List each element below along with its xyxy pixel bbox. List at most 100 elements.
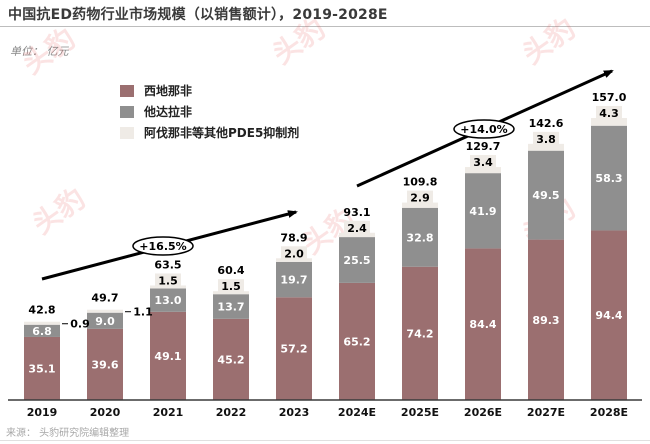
title-divider xyxy=(0,26,650,27)
x-tick-label: 2022 xyxy=(216,406,247,419)
value-label-box xyxy=(533,131,559,146)
bar-segment-tadalafil xyxy=(276,261,312,298)
bar-segment-other-pde5 xyxy=(402,202,438,208)
bar-segment-sildenafil xyxy=(213,318,249,400)
value-label-tadalafil: 9.0 xyxy=(95,315,115,328)
value-label-tadalafil: 13.0 xyxy=(154,294,181,307)
total-label: 157.0 xyxy=(592,91,627,104)
legend-item-tadalafil: 他达拉非 xyxy=(120,101,299,122)
value-label-other-pde5: 1.5 xyxy=(221,280,241,293)
value-label-tadalafil: 25.5 xyxy=(343,254,370,267)
legend-swatch xyxy=(120,105,134,118)
value-label-box xyxy=(344,220,370,235)
bar-segment-sildenafil xyxy=(24,336,60,400)
x-tick-label: 2024E xyxy=(338,406,376,419)
value-label-box xyxy=(470,155,496,170)
total-label: 42.8 xyxy=(28,304,55,317)
value-label-tadalafil: 13.7 xyxy=(217,301,244,314)
value-label-sildenafil: 65.2 xyxy=(343,335,370,348)
bar-segment-tadalafil xyxy=(150,288,186,312)
value-label-sildenafil: 89.3 xyxy=(532,314,559,327)
x-tick-label: 2025E xyxy=(401,406,439,419)
cagr-ellipse xyxy=(132,236,194,256)
bar-segment-sildenafil xyxy=(465,248,501,400)
legend-label: 他达拉非 xyxy=(144,105,193,119)
value-label-other-pde5: 1.1 xyxy=(133,306,153,319)
bar-segment-sildenafil xyxy=(402,266,438,400)
legend: 西地那非 他达拉非 阿伐那非等其他PDE5抑制剂 xyxy=(120,80,299,143)
value-label-sildenafil: 74.2 xyxy=(406,327,433,340)
value-label-sildenafil: 84.4 xyxy=(469,318,496,331)
value-label-tadalafil: 41.9 xyxy=(469,205,496,218)
total-label: 63.5 xyxy=(154,258,181,271)
value-label-other-pde5: 3.4 xyxy=(473,156,493,169)
bar-segment-sildenafil xyxy=(276,297,312,400)
labels-group: 35.1 6.8 0.9 42.8 2019 39.6 9.0 1.1 49.7 2020 49.1… xyxy=(27,91,628,419)
footer-divider xyxy=(0,440,650,441)
bar-segment-tadalafil xyxy=(87,312,123,329)
unit-label: 单位： 亿元 xyxy=(10,45,69,58)
total-label: 60.4 xyxy=(217,264,244,277)
bar-segment-sildenafil xyxy=(591,230,627,400)
value-label-other-pde5: 0.9 xyxy=(70,318,90,331)
bar-segment-other-pde5 xyxy=(87,309,123,313)
total-label: 142.6 xyxy=(529,117,564,130)
bar-segment-sildenafil xyxy=(339,282,375,400)
total-label: 109.8 xyxy=(403,176,438,189)
value-label-box xyxy=(281,246,307,261)
value-label-other-pde5: 1.5 xyxy=(158,274,178,287)
x-tick-label: 2026E xyxy=(464,406,502,419)
cagr-label: +16.5% xyxy=(139,240,186,253)
x-tick-label: 2019 xyxy=(27,406,58,419)
value-label-other-pde5: 3.8 xyxy=(536,133,556,146)
value-label-sildenafil: 45.2 xyxy=(217,353,244,366)
legend-swatch xyxy=(120,84,134,97)
value-label-tadalafil: 58.3 xyxy=(595,172,622,185)
legend-label: 西地那非 xyxy=(144,84,193,98)
x-tick-label: 2023 xyxy=(279,406,310,419)
value-label-sildenafil: 49.1 xyxy=(154,350,181,363)
bar-segment-other-pde5 xyxy=(339,232,375,238)
value-label-tadalafil: 49.5 xyxy=(532,189,559,202)
bar-segment-other-pde5 xyxy=(591,118,627,126)
chart-title: 中国抗ED药物行业市场规模（以销售额计），2019-2028E xyxy=(8,7,388,23)
legend-item-other-pde5: 阿伐那非等其他PDE5抑制剂 xyxy=(120,122,299,143)
bar-segment-tadalafil xyxy=(528,150,564,240)
total-label: 78.9 xyxy=(280,231,307,244)
value-label-sildenafil: 57.2 xyxy=(280,343,307,356)
value-label-tadalafil: 6.8 xyxy=(32,325,52,338)
cagr-ellipse xyxy=(453,119,515,139)
bar-segment-sildenafil xyxy=(528,239,564,400)
annotations-group: +16.5% +14.0% xyxy=(41,69,614,281)
value-label-box xyxy=(407,190,433,205)
value-label-box xyxy=(155,273,181,288)
legend-swatch xyxy=(120,126,134,139)
x-tick-label: 2020 xyxy=(90,406,121,419)
x-tick-label: 2028E xyxy=(590,406,628,419)
total-label: 129.7 xyxy=(466,140,501,153)
bar-segment-tadalafil xyxy=(339,237,375,283)
value-label-other-pde5: 2.4 xyxy=(347,222,367,235)
source-note: 来源： 头豹研究院编辑整理 xyxy=(6,428,130,439)
value-label-sildenafil: 94.4 xyxy=(595,309,622,322)
bar-segment-other-pde5 xyxy=(465,167,501,174)
bar-segment-other-pde5 xyxy=(528,143,564,151)
total-label: 49.7 xyxy=(91,292,118,305)
bars-group xyxy=(24,118,627,400)
bar-segment-tadalafil xyxy=(465,173,501,249)
bar-segment-other-pde5 xyxy=(24,321,60,325)
bar-segment-tadalafil xyxy=(591,125,627,231)
value-label-tadalafil: 32.8 xyxy=(406,231,433,244)
bar-segment-sildenafil xyxy=(150,311,186,400)
total-label: 93.1 xyxy=(343,206,370,219)
x-tick-label: 2027E xyxy=(527,406,565,419)
value-label-tadalafil: 19.7 xyxy=(280,274,307,287)
legend-item-sildenafil: 西地那非 xyxy=(120,80,299,101)
value-label-sildenafil: 39.6 xyxy=(91,358,118,371)
x-tick-label: 2021 xyxy=(153,406,184,419)
legend-label: 阿伐那非等其他PDE5抑制剂 xyxy=(144,126,300,140)
value-label-box xyxy=(596,106,622,120)
bar-segment-tadalafil xyxy=(402,207,438,267)
cagr-label: +14.0% xyxy=(460,123,507,136)
